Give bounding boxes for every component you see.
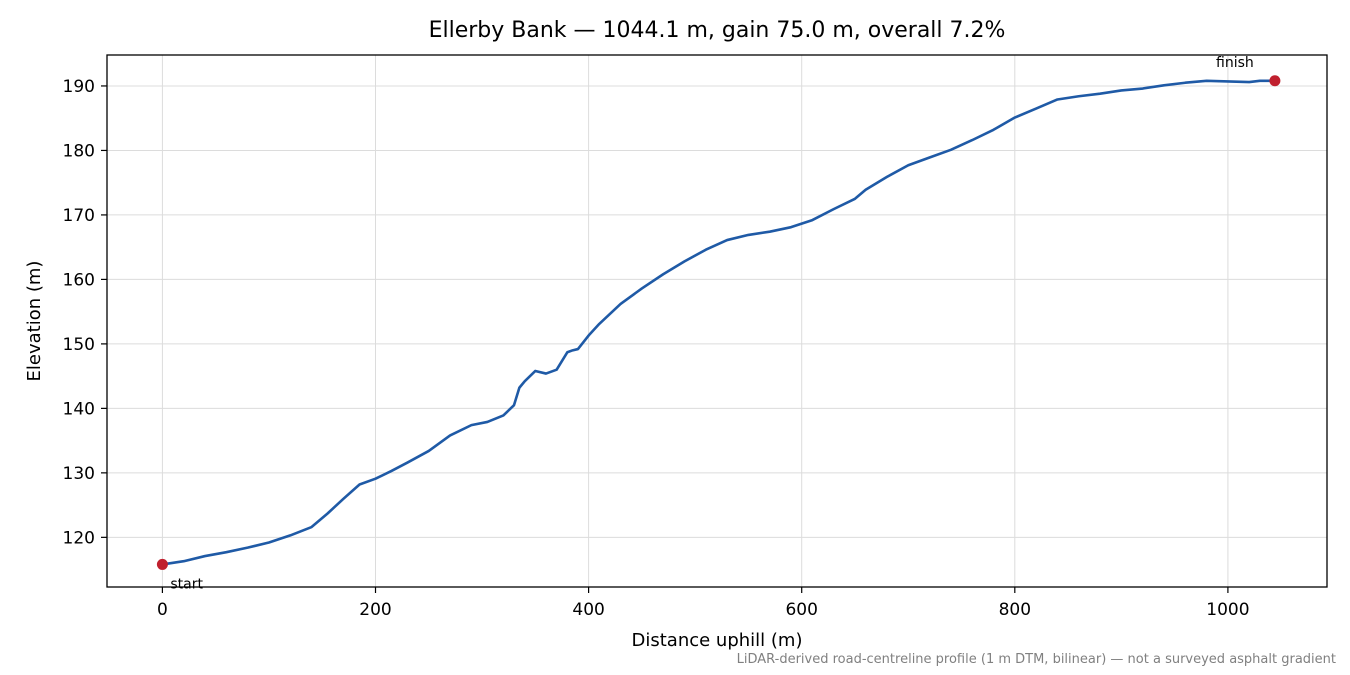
x-tick-label: 600 <box>785 600 817 620</box>
markers: start finish <box>156 55 1281 592</box>
y-tick-label: 160 <box>63 270 95 290</box>
x-tick-label: 1000 <box>1206 600 1249 620</box>
y-tick-label: 170 <box>63 206 95 226</box>
x-tick-label: 0 <box>157 600 168 620</box>
grid-lines <box>107 55 1327 587</box>
y-axis-ticks: 120 130 140 150 160 170 180 190 <box>63 77 107 548</box>
x-tick-label: 200 <box>359 600 391 620</box>
x-axis-label: Distance uphill (m) <box>632 630 803 651</box>
y-tick-label: 150 <box>63 335 95 355</box>
y-tick-label: 180 <box>63 141 95 161</box>
y-tick-label: 120 <box>63 528 95 548</box>
finish-marker <box>1269 75 1281 87</box>
plot-frame <box>106 54 1328 588</box>
y-tick-label: 130 <box>63 464 95 484</box>
x-tick-label: 400 <box>572 600 604 620</box>
chart-title: Ellerby Bank — 1044.1 m, gain 75.0 m, ov… <box>428 18 1006 43</box>
elevation-line <box>161 79 1277 566</box>
start-label: start <box>170 576 203 592</box>
x-tick-label: 800 <box>999 600 1031 620</box>
y-tick-label: 190 <box>63 77 95 97</box>
finish-label: finish <box>1216 55 1254 71</box>
footnote: LiDAR-derived road-centreline profile (1… <box>736 652 1336 667</box>
y-tick-label: 140 <box>63 399 95 419</box>
y-axis-label: Elevation (m) <box>24 261 45 382</box>
start-marker <box>156 558 168 570</box>
x-axis-ticks: 0 200 400 600 800 1000 <box>157 587 1250 620</box>
